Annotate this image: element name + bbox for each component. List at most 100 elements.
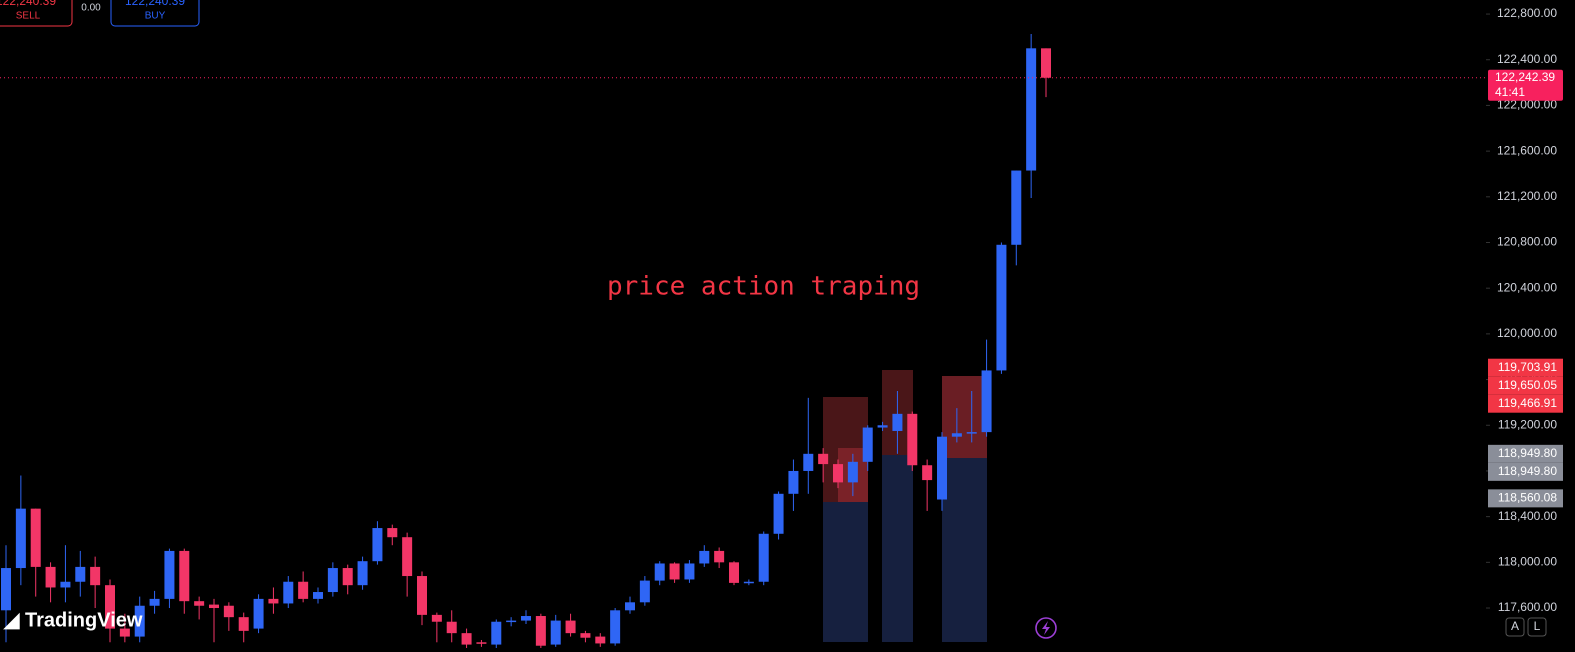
candle-body <box>847 461 858 483</box>
trade-panel: 122,240.39 SELL 0.00 122,240.39 BUY <box>0 0 200 27</box>
candles <box>1 34 1051 649</box>
zone <box>882 455 913 642</box>
candle-body <box>818 453 829 465</box>
candle-body <box>30 508 41 567</box>
candle-body <box>194 601 205 606</box>
price-tag <box>1488 489 1563 508</box>
candle-body <box>892 413 903 431</box>
axis-button[interactable] <box>1505 617 1525 637</box>
watermark-text: TradingView <box>25 609 143 631</box>
candle-body <box>788 470 799 494</box>
candle-body <box>134 605 145 637</box>
candle-body <box>105 585 115 629</box>
buy-label: BUY <box>145 11 166 22</box>
axis-button[interactable] <box>1527 617 1547 637</box>
candle-body <box>535 616 546 646</box>
last-price-tag <box>1488 69 1563 101</box>
candle-body <box>803 453 814 471</box>
candle-body <box>238 617 249 631</box>
y-tick-label: 120,000.00 <box>1497 326 1557 340</box>
candle-body <box>461 633 472 645</box>
y-tick-label: 118,400.00 <box>1498 509 1557 523</box>
zone <box>942 376 987 458</box>
y-tick-label: 121,200.00 <box>1497 189 1557 203</box>
price-tag-label: 119,703.91 <box>1498 360 1557 374</box>
price-tag <box>1488 462 1563 481</box>
candle-body <box>684 563 695 580</box>
candle-body <box>743 581 754 584</box>
candle-body <box>90 566 101 586</box>
price-tag-label: 118,949.80 <box>1498 464 1557 478</box>
candle-body <box>223 605 234 618</box>
candle-body <box>833 464 843 483</box>
candle-body <box>506 620 517 623</box>
candle-body <box>283 581 294 604</box>
candle-body <box>714 550 725 563</box>
candle-body <box>179 550 190 602</box>
buy-price: 122,240.39 <box>125 0 185 8</box>
price-tag <box>1488 358 1563 377</box>
candle-body <box>1041 48 1051 78</box>
y-tick-label: 122,800.00 <box>1497 6 1557 20</box>
candle-body <box>75 566 86 582</box>
candle-body <box>164 550 175 599</box>
candle-body <box>699 550 710 564</box>
candle-body <box>446 621 457 634</box>
icon-bolt <box>1042 621 1050 635</box>
price-tag-label: 118,949.80 <box>1498 446 1557 460</box>
watermark: ◢ TradingView <box>3 609 143 631</box>
candle-body <box>580 633 591 638</box>
candle-body <box>877 425 888 428</box>
zone <box>942 458 987 642</box>
zone <box>823 502 868 642</box>
candle-body <box>1 568 11 611</box>
candle-body <box>521 616 531 621</box>
sell-button[interactable] <box>0 0 73 27</box>
candle-body <box>268 598 279 604</box>
candle-body <box>922 465 933 481</box>
candle-body <box>729 562 739 583</box>
drawing-zones <box>823 370 987 642</box>
candle-body <box>417 576 427 615</box>
candle-body <box>595 636 606 644</box>
price-tag <box>1488 394 1563 413</box>
candle-body <box>758 533 769 582</box>
candle-body <box>669 563 680 580</box>
candle-body <box>907 413 918 466</box>
y-tick-label: 121,600.00 <box>1497 143 1557 157</box>
candle-body <box>149 598 160 606</box>
candle-body <box>476 642 487 644</box>
y-tick-label: 119,200.00 <box>1498 417 1557 431</box>
candle-body <box>1026 48 1037 171</box>
y-tick-label: 122,400.00 <box>1497 52 1557 66</box>
candle-body <box>565 620 576 634</box>
candle-body <box>550 620 561 645</box>
alert-icon[interactable] <box>1035 617 1057 639</box>
candle-body <box>209 604 219 609</box>
price-tag <box>1488 376 1563 395</box>
buy-button[interactable] <box>110 0 200 27</box>
last-price-label: 122,242.39 <box>1495 70 1555 84</box>
candle-body <box>15 508 26 569</box>
annotation: price action traping <box>607 272 920 302</box>
candle-body <box>45 566 56 588</box>
axis-button-label: L <box>1534 619 1541 633</box>
candle-body <box>773 493 784 534</box>
price-tag-label: 118,560.08 <box>1498 491 1557 505</box>
candle-body <box>119 628 130 637</box>
axis-button-label: A <box>1511 619 1519 633</box>
y-tick-label: 120,400.00 <box>1497 280 1557 294</box>
candle-body <box>327 568 338 593</box>
candle-body <box>862 427 873 462</box>
candle-body <box>966 432 977 434</box>
candle-body <box>298 581 309 599</box>
price-tag-label: 119,650.05 <box>1498 378 1557 392</box>
candle-body <box>981 370 992 433</box>
candle-body <box>372 528 383 562</box>
candle-body <box>357 561 368 586</box>
logo-mark: ◢ <box>3 609 20 631</box>
candle-body <box>342 568 353 586</box>
price-tag <box>1488 444 1563 463</box>
candle-body <box>610 610 621 644</box>
